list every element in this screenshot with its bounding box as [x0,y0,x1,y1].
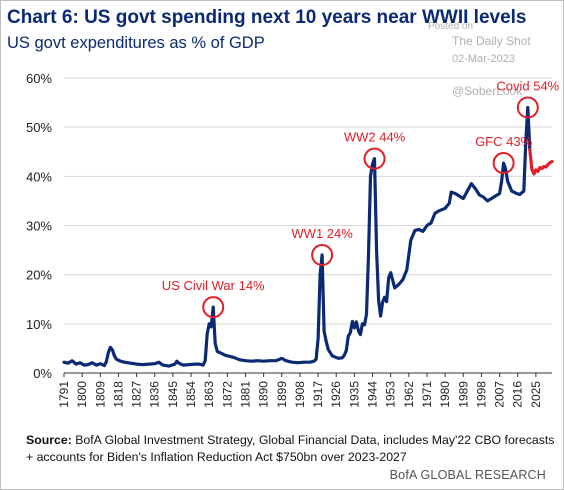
x-tick-label: 2016 [511,381,525,408]
forecast-series-line [528,147,554,176]
x-tick-label: 1836 [148,381,162,408]
x-tick-label: 2025 [529,381,543,408]
y-tick-label: 20% [26,268,52,283]
peak-marker-circle [311,244,334,266]
x-tick-label: 1971 [420,381,434,408]
peak-annotation-label: WW1 24% [291,226,353,241]
chart-subtitle: US govt expenditures as % of GDP [7,34,265,52]
x-tick-label: 1899 [275,381,289,408]
x-tick-label: 1845 [166,381,180,408]
peak-marker-circle [202,296,225,319]
x-tick-label: 1863 [202,381,216,408]
peak-annotation-label: Covid 54% [496,79,559,94]
x-tick-label: 1827 [130,381,144,408]
peak-annotation-label: WW2 44% [344,130,406,145]
y-tick-label: 10% [26,317,52,332]
x-tick-label: 1917 [311,381,325,408]
watermark-site: The Daily Shot [452,34,531,48]
x-tick-label: 1953 [384,381,398,408]
peak-marker-circle [363,147,386,170]
peak-annotation-label: GFC 43% [475,134,533,149]
chart-title: Chart 6: US govt spending next 10 years … [7,7,527,28]
x-tick-label: 1944 [366,381,380,408]
source-note: Source: BofA Global Investment Strategy,… [26,432,556,466]
brand-footer: BofA GLOBAL RESEARCH [389,468,546,482]
x-tick-label: 1998 [474,381,488,408]
x-tick-label: 1980 [438,381,452,408]
y-tick-label: 60% [26,71,52,86]
y-tick-label: 0% [33,366,52,381]
x-tick-label: 1872 [220,381,234,408]
x-tick-label: 1809 [93,381,107,408]
watermark-posted: Posted on [428,21,474,32]
source-text: BofA Global Investment Strategy, Global … [26,433,555,464]
x-tick-label: 1818 [111,381,125,408]
watermark-handle: @SoberLook [452,84,523,98]
watermark-date: 02-Mar-2023 [452,53,515,65]
history-series-line [62,105,532,368]
x-tick-label: 1800 [75,381,89,408]
x-tick-label: 1791 [57,381,71,408]
x-tick-label: 1962 [402,381,416,408]
line-chart: 0% 10% 20% 30% 40% 50% 60% 1791 1800 1809 1818 1827… [26,71,560,408]
source-label: Source: [26,433,72,447]
x-tick-label: 1989 [456,381,470,408]
peak-marker-circle [492,152,515,175]
x-tick-label: 1926 [329,381,343,408]
x-tick-label: 1854 [184,381,198,408]
y-tick-label: 40% [26,169,52,184]
y-tick-label: 50% [26,120,52,135]
x-tick-label: 2007 [493,381,507,408]
peak-marker-circle [516,96,539,119]
y-tick-label: 30% [26,219,52,234]
x-tick-label: 1881 [238,381,252,408]
x-tick-label: 1935 [347,381,361,408]
x-tick-label: 1890 [257,381,271,408]
x-tick-label: 1908 [293,381,307,408]
peak-annotation-label: US Civil War 14% [162,278,265,293]
